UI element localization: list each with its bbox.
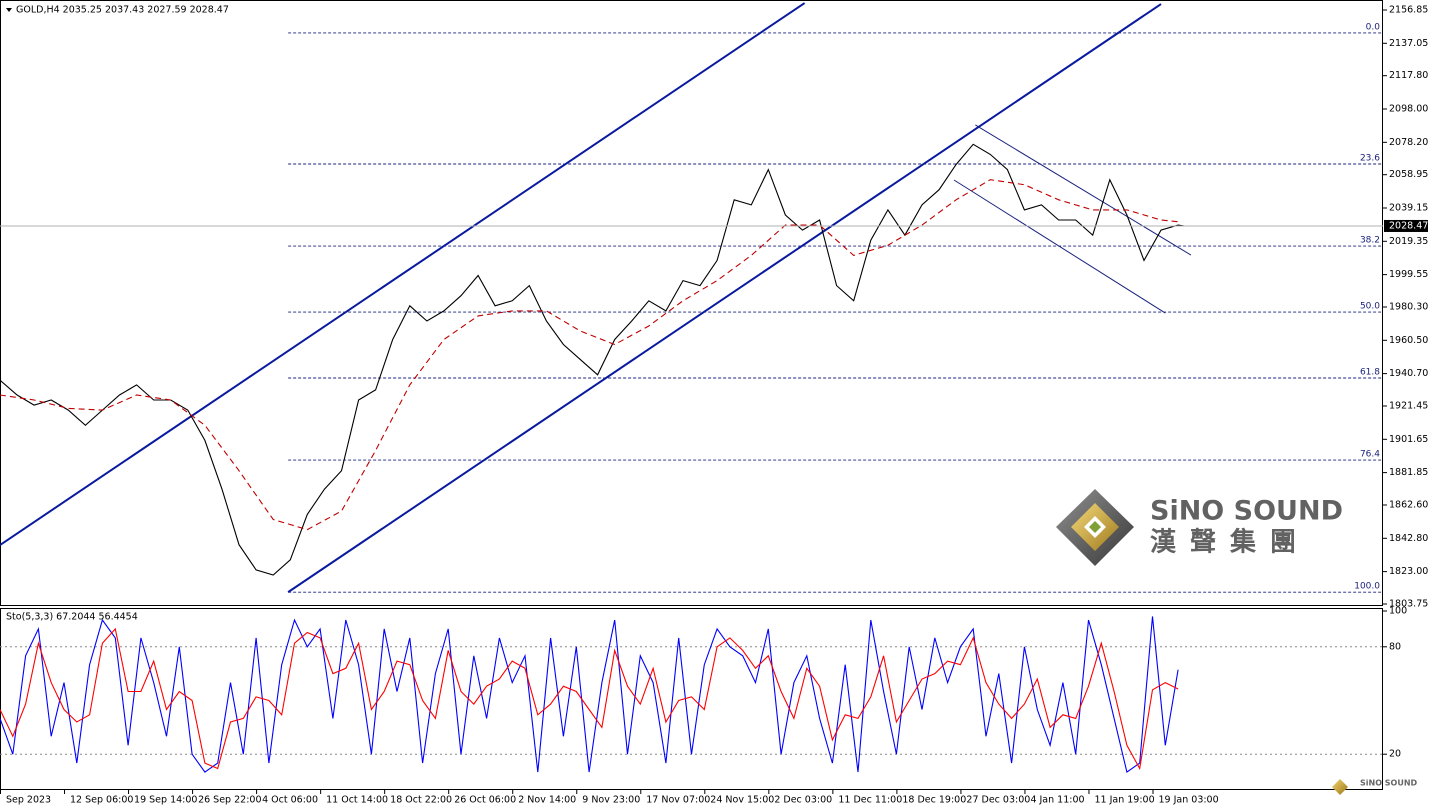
stoch-panel-border [0,608,1383,790]
y-tick-label: 1980.30 [1389,302,1428,313]
y-tick-label: 2058.95 [1389,169,1428,180]
signal-line [0,179,1179,531]
fib-label: 76.4 [1360,450,1380,460]
x-tick-label: 4 Oct 06:00 [262,795,318,806]
y-tick-label: 1940.70 [1389,368,1428,379]
y-tick-label: 1921.45 [1389,401,1428,412]
main-panel-border [0,0,1383,606]
x-tick-label: 19 Sep 14:00 [134,795,197,806]
current-price-label: 2028.47 [1389,220,1428,231]
brand-name: SiNO SOUND [1150,496,1343,527]
fib-label: 38.2 [1360,236,1380,246]
x-tick-label: 19 Jan 03:00 [1159,795,1219,806]
current-price-box [1384,219,1428,232]
trend-line [953,179,1166,314]
x-tick-label: 27 Dec 03:00 [966,795,1030,806]
trend-line [287,3,1162,593]
fib-label: 61.8 [1360,367,1380,377]
logo-center [1089,521,1101,533]
y-tick-label: 1901.65 [1389,434,1428,445]
y-tick-label: 1862.60 [1389,500,1428,511]
y-tick-label: 2156.85 [1389,5,1428,16]
main-plot: 0.0 23.6 38.2 50.0 61.8 76.4 100.0 [0,2,1383,593]
x-tick-label: 17 Nov 07:00 [646,795,710,806]
fib-label: 100.0 [1354,582,1380,592]
x-tick-label: 2 Nov 14:00 [518,795,576,806]
trend-line [975,124,1192,256]
fib-label: 0.0 [1366,22,1381,32]
y-tick-label: 1881.85 [1389,467,1428,478]
y-tick-label: 20 [1389,749,1401,760]
y-tick-label: 1960.50 [1389,335,1428,346]
x-tick-label: 11 Oct 14:00 [326,795,388,806]
x-tick-label: 26 Oct 06:00 [454,795,516,806]
fib-label: 50.0 [1360,302,1380,312]
y-tick-label: 80 [1389,641,1401,652]
y-tick-label: 2078.20 [1389,137,1428,148]
y-tick-label: 100 [1389,606,1407,617]
x-tick-label: 18 Oct 22:00 [390,795,452,806]
x-tick-label: 18 Dec 19:00 [902,795,966,806]
x-tick-label: 4 Jan 11:00 [1030,795,1084,806]
brand-chinese: 漢聲集團 [1150,527,1310,558]
x-tick-label: 2 Dec 03:00 [774,795,832,806]
corner-logo-mark [1332,779,1348,795]
axes: 2156.85 2137.05 2117.80 2098.00 2078.20 2058.… [0,5,1428,806]
trend-line [0,2,806,546]
y-tick-label: 2039.15 [1389,203,1428,214]
x-tick-label: 24 Nov 15:00 [710,795,774,806]
fib-label: 23.6 [1360,154,1380,164]
x-tick-label: 26 Sep 22:00 [198,795,261,806]
y-tick-label: 2137.05 [1389,38,1428,49]
chart-title: GOLD,H4 2035.25 2037.43 2027.59 2028.47 [16,5,229,16]
y-tick-label: 1999.55 [1389,269,1428,280]
corner-logo: SiNO SOUND [1332,779,1418,795]
x-tick-label: 12 Sep 06:00 [70,795,133,806]
y-tick-label: 2019.35 [1389,236,1428,247]
stoch-plot [0,616,1383,774]
title-marker [6,8,12,12]
y-tick-label: 1803.75 [1389,599,1428,610]
watermark: SiNO SOUND 漢聲集團 [1056,489,1343,566]
y-tick-label: 2117.80 [1389,70,1428,81]
stoch-title: Sto(5,3,3) 67.2044 56.4454 [6,612,138,623]
x-tick-label: 9 Nov 23:00 [582,795,640,806]
corner-logo-text: SiNO SOUND [1360,779,1418,788]
x-tick-label: Sep 2023 [6,795,51,806]
series-line [0,143,1185,576]
y-tick-label: 2098.00 [1389,104,1428,115]
x-tick-label: 11 Jan 19:00 [1094,795,1154,806]
signal-line [0,627,1179,771]
series-line [0,616,1179,774]
y-tick-label: 1823.00 [1389,566,1428,577]
y-tick-label: 1842.80 [1389,533,1428,544]
x-tick-label: 11 Dec 11:00 [838,795,902,806]
